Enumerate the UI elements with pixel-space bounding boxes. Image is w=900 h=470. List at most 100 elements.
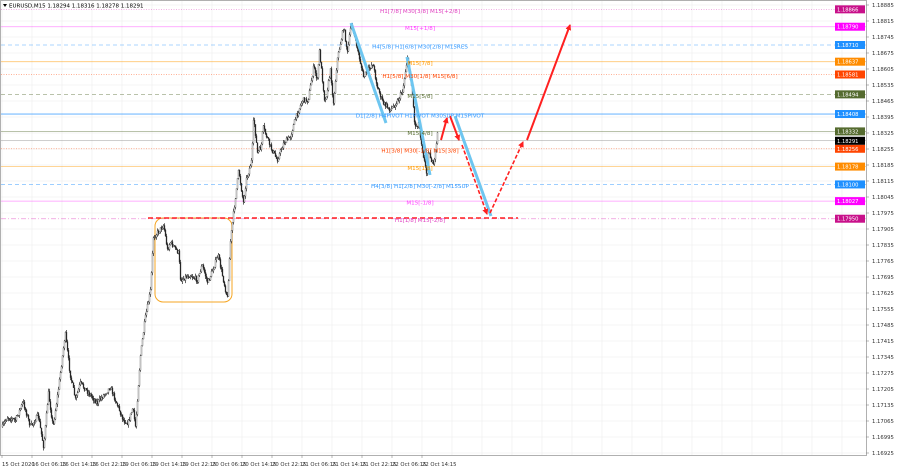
candle	[298, 108, 301, 114]
candle	[339, 41, 342, 50]
candle	[81, 382, 84, 385]
current-price-tag	[835, 136, 865, 145]
candle-body	[164, 229, 167, 237]
candle	[46, 403, 49, 414]
candle	[368, 64, 371, 72]
candle	[66, 339, 69, 352]
candle-body	[87, 392, 90, 394]
candle	[275, 154, 278, 160]
candle-body	[66, 341, 69, 351]
candle	[341, 30, 344, 41]
price-tag-label: 1.18581	[837, 72, 858, 78]
candle	[52, 420, 55, 425]
candle-body	[298, 108, 301, 114]
time-tick-label: 21 Oct 14:15	[332, 462, 367, 468]
price-tag-label: 1.18100	[837, 182, 858, 188]
candle	[127, 418, 130, 428]
candle	[299, 103, 302, 111]
candle	[202, 263, 205, 271]
candle-body	[284, 142, 287, 144]
candle	[25, 408, 28, 418]
symbol-info: EURUSD,M15 1.18294 1.18316 1.18278 1.182…	[9, 4, 144, 10]
candle-body	[17, 415, 20, 416]
candle-body	[376, 83, 379, 89]
candle-body	[133, 410, 136, 420]
candle-body	[71, 380, 74, 383]
candle-body	[50, 409, 53, 418]
candle	[297, 110, 300, 118]
candle-body	[165, 235, 168, 245]
candle-body	[267, 137, 270, 139]
candle-body	[422, 151, 425, 158]
candle	[159, 227, 162, 234]
candle-body	[127, 419, 130, 426]
candle	[142, 332, 145, 340]
candle	[376, 82, 379, 90]
forecast-arrow-down[interactable]	[449, 115, 461, 141]
candle-body	[209, 276, 212, 281]
candle	[381, 94, 384, 102]
price-tag-label: 1.18637	[837, 60, 858, 66]
forecast-arrow-down-dashed[interactable]	[461, 144, 489, 215]
price-tick-label: 1.17065	[872, 419, 894, 425]
candle-body	[248, 168, 251, 175]
candle	[87, 389, 90, 397]
candle	[313, 64, 316, 70]
candle-body	[348, 34, 351, 45]
candle-body	[207, 278, 210, 283]
candle-body	[222, 275, 225, 283]
candle	[252, 117, 255, 146]
trend-line[interactable]	[405, 56, 432, 176]
candle-body	[345, 41, 348, 47]
price-tick-label: 1.17975	[872, 211, 894, 217]
candle-body	[243, 195, 246, 203]
candle-body	[39, 421, 42, 429]
price-tick-label: 1.18535	[872, 83, 894, 89]
candle	[146, 301, 149, 313]
candle-body	[131, 408, 134, 413]
candle-body	[369, 68, 372, 69]
candle	[319, 48, 322, 63]
candle-body	[75, 395, 78, 398]
candle-body	[225, 291, 228, 295]
candle	[221, 266, 224, 277]
candle	[5, 419, 8, 422]
candle-body	[359, 59, 362, 65]
trend-line[interactable]	[349, 22, 388, 124]
candle	[317, 63, 320, 80]
price-axis[interactable]: 1.18885 1.18815 1.18745 1.18675 1.18605 1.185…	[866, 3, 894, 457]
candle-body	[179, 262, 182, 280]
candle	[229, 238, 232, 261]
candle-body	[234, 198, 237, 208]
time-tick-label: 16 Oct 14:15	[62, 462, 97, 468]
candle	[330, 66, 333, 86]
price-tick-label: 1.17625	[872, 291, 894, 297]
candle-body	[287, 136, 290, 140]
candle-body	[320, 62, 323, 69]
candle-body	[394, 105, 397, 108]
forecast-arrow-up-dashed[interactable]	[489, 141, 524, 214]
candle-body	[27, 415, 30, 420]
forecast-arrow-up[interactable]	[440, 117, 449, 141]
candle-body	[1, 424, 4, 428]
candle	[50, 407, 53, 419]
candle	[436, 131, 439, 145]
candle	[291, 129, 294, 138]
candle	[89, 393, 92, 397]
candle-body	[435, 143, 438, 150]
range-box[interactable]	[154, 217, 233, 303]
forecast-arrow-up[interactable]	[526, 24, 572, 141]
triangle-down-icon[interactable]	[3, 4, 7, 7]
candle	[192, 275, 195, 279]
candle-body	[288, 136, 291, 138]
trend-line[interactable]	[453, 115, 493, 217]
candle	[399, 90, 402, 101]
candle	[232, 208, 235, 225]
candle	[251, 141, 254, 164]
candle-body	[151, 253, 154, 273]
candle-body	[21, 402, 24, 406]
candle	[295, 113, 298, 122]
candle-body	[24, 408, 27, 411]
